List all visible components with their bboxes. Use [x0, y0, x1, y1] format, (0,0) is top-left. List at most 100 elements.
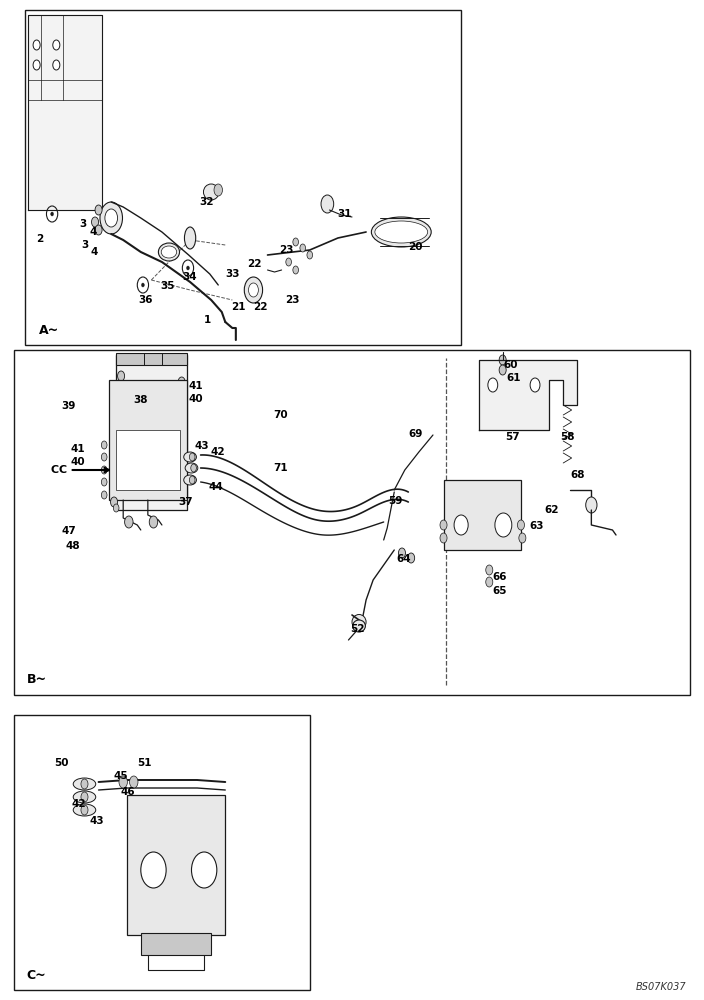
Circle shape — [486, 577, 493, 587]
Text: 4: 4 — [89, 227, 96, 237]
Text: 32: 32 — [199, 197, 213, 207]
Bar — [14, 350, 690, 695]
Text: 38: 38 — [134, 395, 148, 405]
Circle shape — [499, 365, 506, 375]
Text: 43: 43 — [195, 441, 209, 451]
Circle shape — [92, 217, 99, 227]
Text: 44: 44 — [209, 482, 223, 492]
Text: 64: 64 — [397, 554, 411, 564]
Text: 2: 2 — [37, 234, 44, 244]
Circle shape — [249, 283, 258, 297]
Text: 42: 42 — [211, 447, 225, 457]
Text: 50: 50 — [54, 758, 68, 768]
Circle shape — [189, 476, 195, 484]
Ellipse shape — [375, 221, 427, 243]
Circle shape — [141, 852, 166, 888]
Circle shape — [125, 516, 133, 528]
Circle shape — [244, 277, 263, 303]
Text: 46: 46 — [121, 787, 135, 797]
Text: 71: 71 — [273, 463, 287, 473]
Text: C~: C~ — [27, 969, 46, 982]
Circle shape — [293, 238, 298, 246]
Text: 1: 1 — [204, 315, 211, 325]
Ellipse shape — [372, 217, 431, 247]
Text: 37: 37 — [178, 497, 192, 507]
Polygon shape — [479, 360, 577, 430]
Ellipse shape — [184, 452, 196, 462]
Text: 36: 36 — [139, 295, 153, 305]
Circle shape — [101, 478, 107, 486]
Circle shape — [101, 491, 107, 499]
Circle shape — [95, 225, 102, 235]
Text: 22: 22 — [248, 259, 262, 269]
Text: 65: 65 — [493, 586, 507, 596]
Circle shape — [300, 244, 306, 252]
Ellipse shape — [352, 614, 366, 630]
Circle shape — [440, 520, 447, 530]
Text: 40: 40 — [70, 457, 84, 467]
Bar — [127, 795, 225, 935]
Text: 59: 59 — [388, 496, 402, 506]
Circle shape — [454, 515, 468, 535]
Circle shape — [118, 371, 125, 381]
Circle shape — [118, 400, 125, 410]
Circle shape — [178, 391, 185, 401]
Circle shape — [440, 533, 447, 543]
Text: 57: 57 — [505, 432, 520, 442]
Circle shape — [105, 209, 118, 227]
Ellipse shape — [158, 243, 180, 261]
Text: 31: 31 — [338, 209, 352, 219]
Ellipse shape — [184, 227, 196, 249]
Text: 70: 70 — [273, 410, 287, 420]
Circle shape — [149, 516, 158, 528]
Text: 39: 39 — [62, 401, 76, 411]
Circle shape — [118, 415, 125, 425]
Circle shape — [495, 513, 512, 537]
Circle shape — [95, 205, 102, 215]
Text: 52: 52 — [351, 624, 365, 634]
Circle shape — [286, 258, 291, 266]
Circle shape — [187, 266, 189, 270]
Text: 48: 48 — [66, 541, 80, 551]
Circle shape — [293, 266, 298, 274]
Text: 33: 33 — [225, 269, 239, 279]
Circle shape — [130, 776, 138, 788]
Circle shape — [81, 779, 88, 789]
Circle shape — [101, 466, 107, 474]
Circle shape — [81, 805, 88, 815]
Text: 58: 58 — [560, 432, 574, 442]
Circle shape — [488, 378, 498, 392]
Text: C: C — [58, 465, 109, 475]
Ellipse shape — [73, 804, 96, 816]
Circle shape — [486, 565, 493, 575]
Bar — [25, 10, 461, 345]
Text: 45: 45 — [114, 771, 128, 781]
Text: 42: 42 — [72, 799, 86, 809]
Circle shape — [119, 776, 127, 788]
Circle shape — [398, 548, 406, 558]
Bar — [14, 715, 310, 990]
Text: 22: 22 — [253, 302, 268, 312]
Text: B~: B~ — [27, 673, 47, 686]
Text: 60: 60 — [504, 360, 518, 370]
Bar — [116, 430, 180, 490]
Circle shape — [408, 553, 415, 563]
Ellipse shape — [161, 246, 177, 258]
Text: C: C — [50, 465, 58, 475]
Ellipse shape — [353, 620, 365, 632]
Circle shape — [307, 251, 313, 259]
Text: 21: 21 — [231, 302, 245, 312]
Ellipse shape — [73, 778, 96, 790]
Circle shape — [142, 283, 144, 287]
Text: 68: 68 — [570, 470, 584, 480]
Circle shape — [517, 520, 524, 530]
Circle shape — [113, 504, 119, 512]
Circle shape — [111, 497, 118, 507]
Text: 4: 4 — [91, 247, 98, 257]
Text: 34: 34 — [183, 272, 197, 282]
Circle shape — [519, 533, 526, 543]
Text: 23: 23 — [285, 295, 299, 305]
Text: 62: 62 — [544, 505, 558, 515]
Circle shape — [214, 184, 222, 196]
Bar — [444, 480, 521, 550]
